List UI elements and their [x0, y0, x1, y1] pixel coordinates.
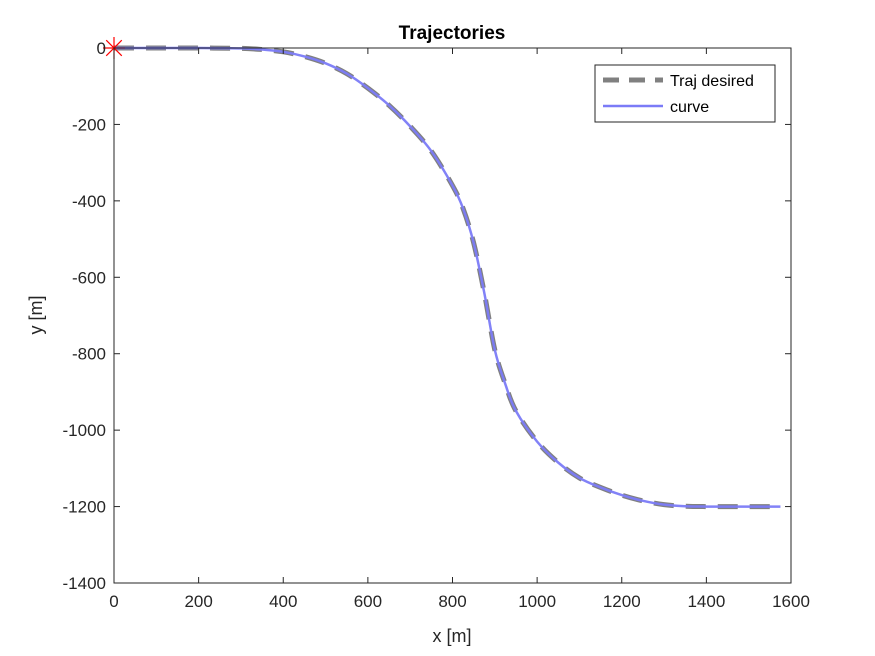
- y-tick-label: -400: [72, 192, 106, 211]
- x-tick-label: 0: [109, 592, 118, 611]
- x-tick-label: 400: [269, 592, 297, 611]
- y-tick-label: -800: [72, 345, 106, 364]
- x-tick-label: 1400: [687, 592, 725, 611]
- y-tick-label: 0: [97, 39, 106, 58]
- series-layer: [113, 45, 781, 510]
- x-axis-label: x [m]: [433, 626, 472, 646]
- y-axis-label: y [m]: [26, 296, 46, 335]
- plot-area: [114, 48, 791, 583]
- x-tick-label: 600: [354, 592, 382, 611]
- y-tick-label: -200: [72, 115, 106, 134]
- series-line-curve: [113, 46, 781, 508]
- legend-label-curve: curve: [670, 99, 709, 116]
- x-tick-label: 200: [184, 592, 212, 611]
- y-tick-label: -1200: [63, 498, 106, 517]
- x-tick-label: 1200: [603, 592, 641, 611]
- legend-box: [594, 64, 776, 123]
- tick-layer: 0 200 400 600 800 1000 1200 1400 1600 0 -200 -400 -6…: [63, 39, 810, 611]
- x-tick-label: 800: [438, 592, 466, 611]
- y-tick-label: -1000: [63, 421, 106, 440]
- legend: Traj desired curve: [594, 64, 776, 123]
- y-tick-label: -600: [72, 268, 106, 287]
- y-tick-label: -1400: [63, 574, 106, 593]
- chart-title: Trajectories: [399, 23, 506, 44]
- x-tick-label: 1000: [518, 592, 556, 611]
- x-tick-label: 1600: [772, 592, 810, 611]
- legend-label-traj-desired: Traj desired: [670, 73, 754, 90]
